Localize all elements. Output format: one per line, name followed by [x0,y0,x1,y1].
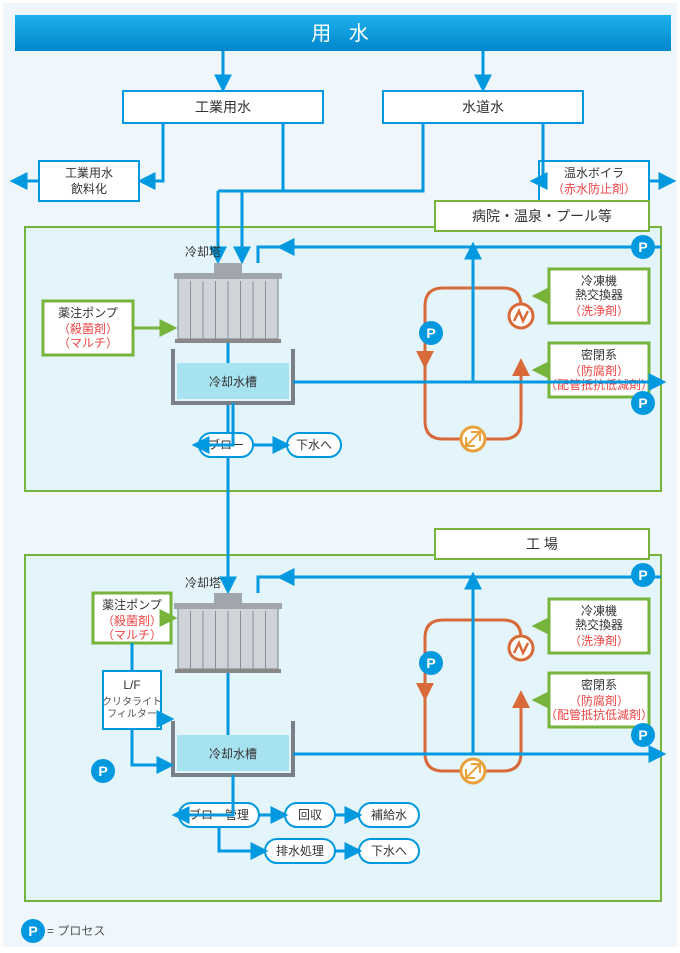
label: （洗浄剤） [569,633,629,648]
panel-hospital-title: 病院・温泉・プール等 [472,208,612,224]
connector [218,123,283,191]
label: （防腐剤） [569,363,629,378]
label: 回収 [298,808,322,822]
label: 飲料化 [71,181,107,196]
label: 補給水 [371,808,407,822]
label: 薬注ポンプ [102,597,162,612]
label: フィルター [107,708,157,720]
label: 密閉系 [581,347,617,362]
tower-label: 冷却塔 [185,576,221,590]
process-badge-label: P [638,395,647,411]
process-badge-label: P [98,763,107,779]
label: 工業用水 [65,166,113,180]
label: 排水処理 [276,844,324,858]
tank-label: 冷却水槽 [209,747,257,761]
process-badge-label: P [426,655,435,671]
process-badge-label: P [638,567,647,583]
label: （殺菌剤） [58,321,118,336]
label: （配管抵抗低減剤） [545,707,653,722]
panel-factory-title: 工 場 [526,536,558,552]
process-badge-label: P [638,727,647,743]
process-badge-label: P [638,239,647,255]
label: 冷凍機 [581,603,617,618]
banner-label: 用 水 [311,22,375,45]
label: 水道水 [462,99,504,115]
label: 下水へ [296,438,332,452]
label: 薬注ポンプ [58,305,118,320]
label: （洗浄剤） [569,303,629,318]
label: 工業用水 [195,99,251,115]
label: 温水ボイラ [564,166,624,180]
cooling-tower-icon [174,593,282,673]
process-badge-label: P [426,325,435,341]
label: クリタライト [102,696,162,708]
label: （マルチ） [102,628,162,642]
label: （マルチ） [58,336,118,350]
legend-text: = プロセス [47,924,105,938]
label: （配管抵抗低減剤） [545,377,653,392]
label: 冷凍機 [581,273,617,288]
label: 下水へ [371,844,407,858]
label: 熱交換器 [575,617,623,632]
tank-label: 冷却水槽 [209,375,257,389]
arrow [143,123,163,181]
tower-label: 冷却塔 [185,245,221,259]
label: L/F [123,678,140,692]
label: （赤水防止剤） [552,181,636,196]
label: （殺菌剤） [102,613,162,628]
cooling-tower-icon [174,263,282,343]
label: 熱交換器 [575,287,623,302]
diagram-svg: 用 水工業用水水道水工業用水飲料化温水ボイラ（赤水防止剤）病院・温泉・プール等工… [3,3,680,953]
label: 密閉系 [581,677,617,692]
process-badge-label: P [28,923,37,939]
label: （防腐剤） [569,693,629,708]
